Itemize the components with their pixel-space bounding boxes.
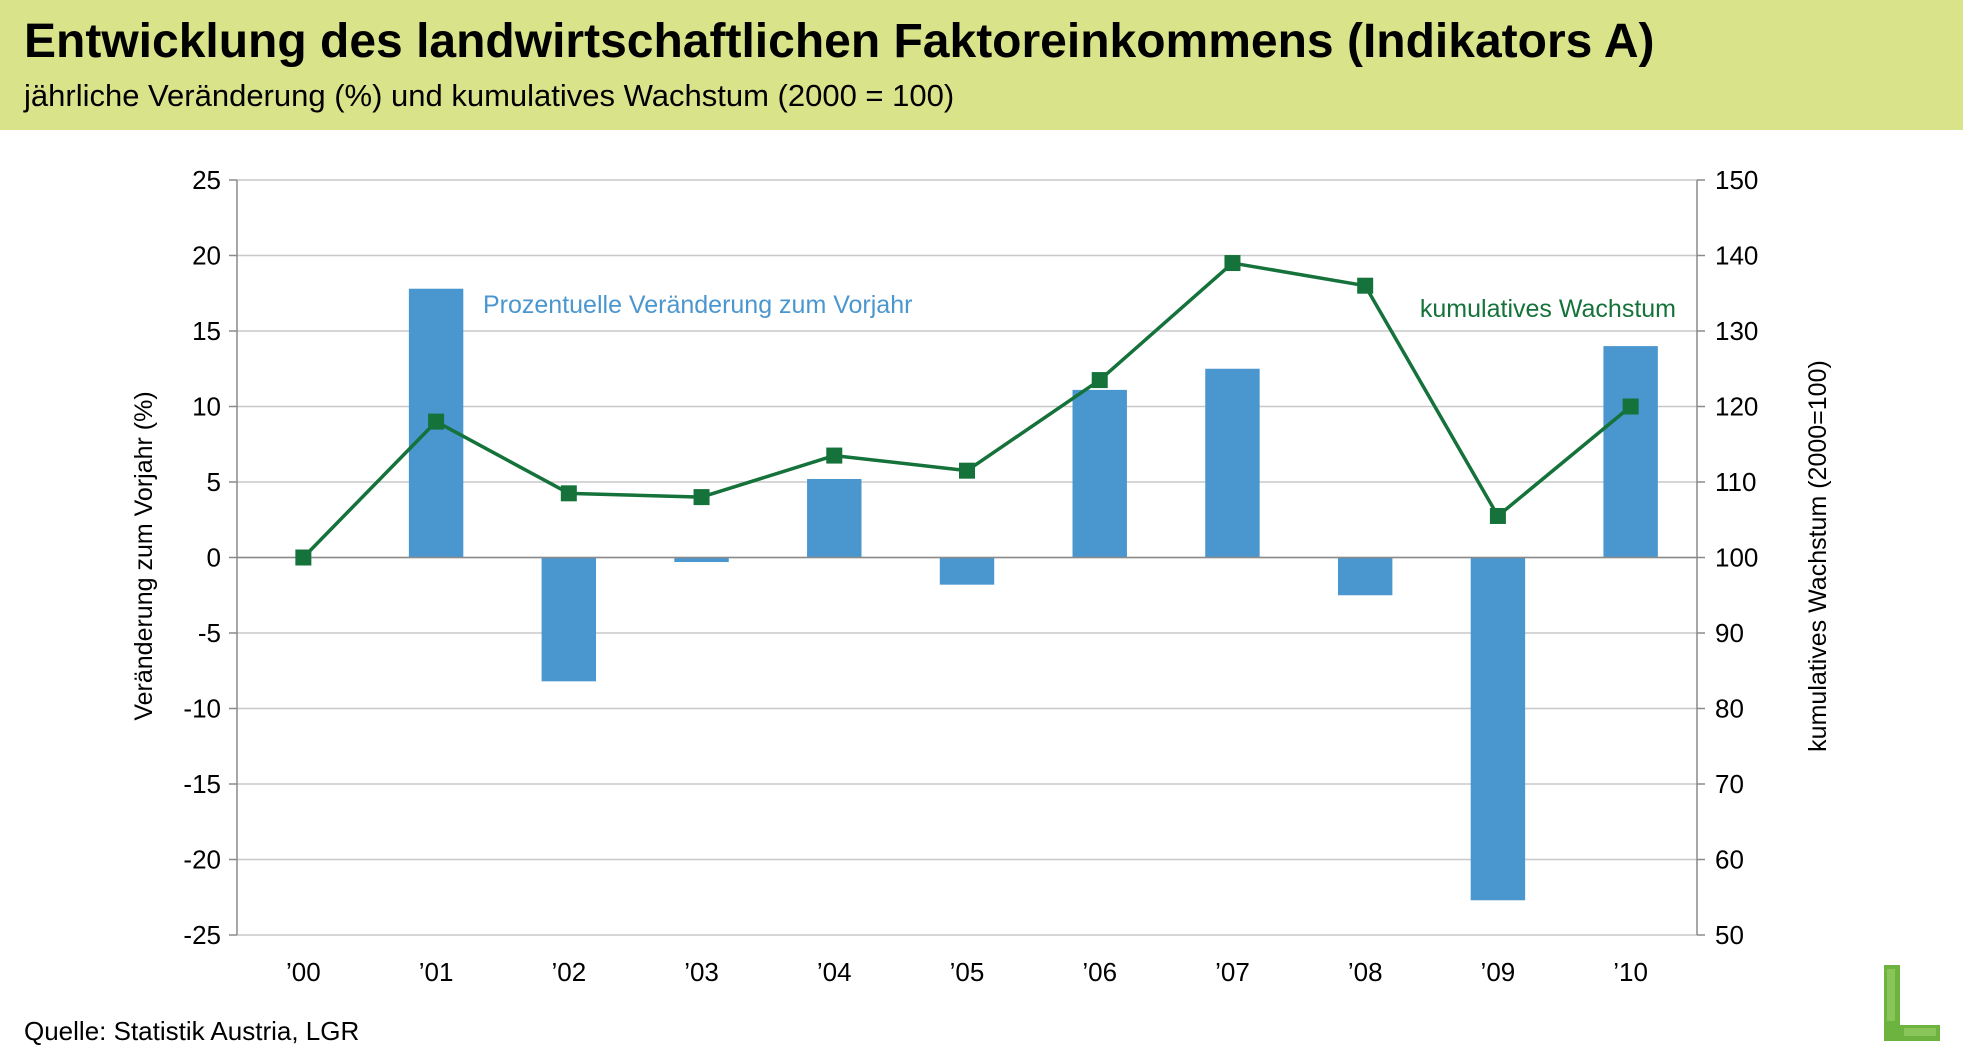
y-tick-label-left: -15 [183,769,221,799]
y-tick-label-left: 0 [207,543,221,573]
bar [1072,389,1127,558]
line-point [560,485,577,502]
header-banner: Entwicklung des landwirtschaftlichen Fak… [0,0,1963,130]
line-point [1224,255,1241,272]
line-point [295,549,312,566]
y-tick-label-left: 15 [192,316,221,346]
line-point [826,447,843,464]
y-tick-label-left: -10 [183,694,221,724]
x-tick-label: ’00 [286,957,321,987]
y-tick-label-right: 80 [1715,694,1744,724]
chart-subtitle: jährliche Veränderung (%) und kumulative… [24,78,955,113]
y-axis-label-left: Veränderung zum Vorjahr (%) [130,391,158,720]
y-tick-label-right: 130 [1715,316,1758,346]
y-tick-label-right: 110 [1715,467,1756,497]
bar [1470,557,1526,901]
bar [541,557,597,682]
x-tick-label: ’04 [817,957,852,987]
line-point [1357,277,1374,294]
grid-lines [237,179,1697,936]
bar [939,557,995,585]
y-tick-label-right: 140 [1715,241,1758,271]
line-point [428,413,445,430]
y-tick-label-left: 25 [192,165,221,195]
y-tick-label-left: -20 [183,845,221,875]
x-tick-label: ’07 [1215,957,1250,987]
x-tick-label: ’08 [1348,957,1383,987]
bar-series [408,288,1658,901]
y-tick-label-left: -25 [183,920,221,950]
line-point [1489,507,1506,524]
y-tick-label-right: 100 [1715,543,1758,573]
bar [1337,557,1393,596]
x-tick-label: ’06 [1082,957,1117,987]
source-note: Quelle: Statistik Austria, LGR [24,1016,360,1046]
bar [1603,346,1658,558]
y-tick-label-left: 20 [192,241,221,271]
y-tick-label-right: 120 [1715,392,1758,422]
x-tick-label: ’03 [684,957,719,987]
line-series [295,255,1639,566]
axes [229,179,1705,936]
y-tick-label-right: 150 [1715,165,1758,195]
y-tick-label-right: 90 [1715,618,1744,648]
y-tick-label-left: 10 [192,392,221,422]
bar [1205,368,1260,558]
chart-title: Entwicklung des landwirtschaftlichen Fak… [24,15,1655,68]
y-tick-label-right: 60 [1715,845,1744,875]
bar [807,478,862,558]
line-point [693,489,710,506]
tick-labels: 2520151050-5-10-15-20-251501401301201101… [183,165,1758,987]
line-point [1091,372,1108,389]
line-series-label: kumulatives Wachstum [1420,295,1676,323]
y-tick-label-left: -5 [198,618,221,648]
y-axis-label-right: kumulatives Wachstum (2000=100) [1804,360,1832,752]
x-tick-label: ’02 [551,957,586,987]
line-point [1622,398,1639,415]
x-tick-label: ’05 [950,957,985,987]
bar-series-label: Prozentuelle Veränderung zum Vorjahr [483,291,912,319]
x-tick-label: ’10 [1613,957,1648,987]
line-point [959,462,975,479]
green-l-logo-icon [1884,965,1940,1041]
y-tick-label-left: 5 [207,467,221,497]
y-tick-label-right: 70 [1715,769,1744,799]
x-tick-label: ’01 [419,957,454,987]
y-tick-label-right: 50 [1715,920,1744,950]
x-tick-label: ’09 [1481,957,1516,987]
bar [674,557,729,563]
